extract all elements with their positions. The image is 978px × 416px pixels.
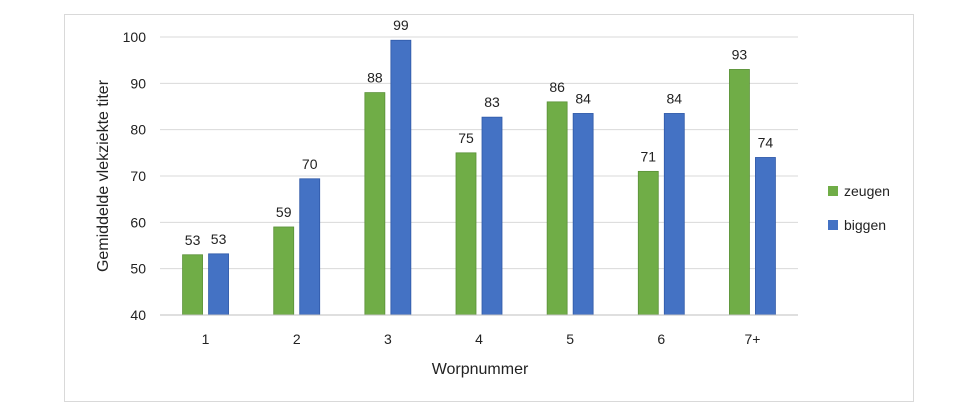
data-label: 93 xyxy=(732,46,748,62)
data-label: 53 xyxy=(185,232,201,248)
data-label: 88 xyxy=(367,70,383,86)
bar-zeugen xyxy=(273,226,295,316)
data-label: 84 xyxy=(666,90,682,106)
bar-biggen xyxy=(663,113,685,316)
y-tick-label: 40 xyxy=(130,307,146,323)
legend-label-biggen: biggen xyxy=(844,217,886,233)
x-tick-label: 4 xyxy=(475,331,483,347)
data-label: 86 xyxy=(549,79,565,95)
data-label: 71 xyxy=(640,148,656,164)
gridlines xyxy=(160,36,798,270)
legend-swatch-biggen xyxy=(828,220,838,230)
bar-zeugen xyxy=(182,254,203,316)
data-label: 59 xyxy=(276,204,292,220)
bar-zeugen xyxy=(637,170,659,316)
data-label: 53 xyxy=(211,231,227,247)
data-label: 70 xyxy=(302,156,318,172)
data-label: 83 xyxy=(484,94,500,110)
bar-biggen xyxy=(299,178,321,316)
x-tick-label: 5 xyxy=(566,331,574,347)
y-axis-title: Gemiddelde vlekziekte titer xyxy=(95,79,112,272)
x-tick-label: 1 xyxy=(202,331,210,347)
legend: zeugen biggen xyxy=(828,183,890,233)
bar-zeugen xyxy=(729,69,750,316)
x-tick-label: 7+ xyxy=(744,331,760,347)
bar-biggen xyxy=(208,253,229,316)
x-tick-label: 3 xyxy=(384,331,392,347)
bars xyxy=(182,39,776,316)
y-tick-label: 100 xyxy=(123,29,147,45)
bar-biggen xyxy=(481,116,503,316)
y-tick-label: 80 xyxy=(130,122,146,138)
legend-label-zeugen: zeugen xyxy=(844,183,890,199)
bar-zeugen xyxy=(455,152,477,316)
bar-biggen xyxy=(572,113,594,316)
legend-swatch-zeugen xyxy=(828,186,838,196)
bar-biggen xyxy=(755,157,776,316)
data-labels: 53 53 59 70 88 99 75 83 86 84 71 84 93 74 xyxy=(185,17,774,248)
bar-zeugen xyxy=(546,101,568,316)
data-label: 84 xyxy=(575,90,591,106)
bar-zeugen xyxy=(364,92,386,316)
x-tick-label: 2 xyxy=(293,331,301,347)
y-axis-ticks: 40 50 60 70 80 90 100 xyxy=(123,29,147,323)
x-axis-title: Worpnummer xyxy=(432,361,529,378)
y-tick-label: 70 xyxy=(130,168,146,184)
y-tick-label: 50 xyxy=(130,261,146,277)
data-label: 99 xyxy=(393,17,409,33)
bar-biggen xyxy=(390,39,412,316)
y-tick-label: 90 xyxy=(130,75,146,91)
data-label: 74 xyxy=(758,134,774,150)
data-label: 75 xyxy=(458,130,474,146)
y-tick-label: 60 xyxy=(130,214,146,230)
x-axis-ticks: 1 2 3 4 5 6 7+ xyxy=(202,331,761,347)
x-tick-label: 6 xyxy=(657,331,665,347)
